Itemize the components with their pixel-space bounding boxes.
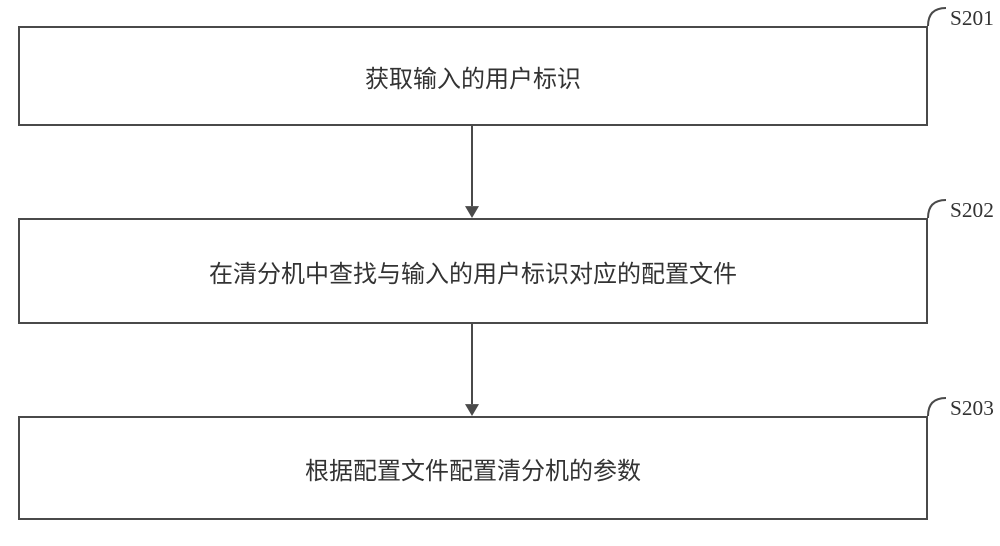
flowchart-arrow-s202-s203	[0, 0, 1000, 546]
flowchart-canvas: 获取输入的用户标识S201在清分机中查找与输入的用户标识对应的配置文件S202根…	[0, 0, 1000, 546]
